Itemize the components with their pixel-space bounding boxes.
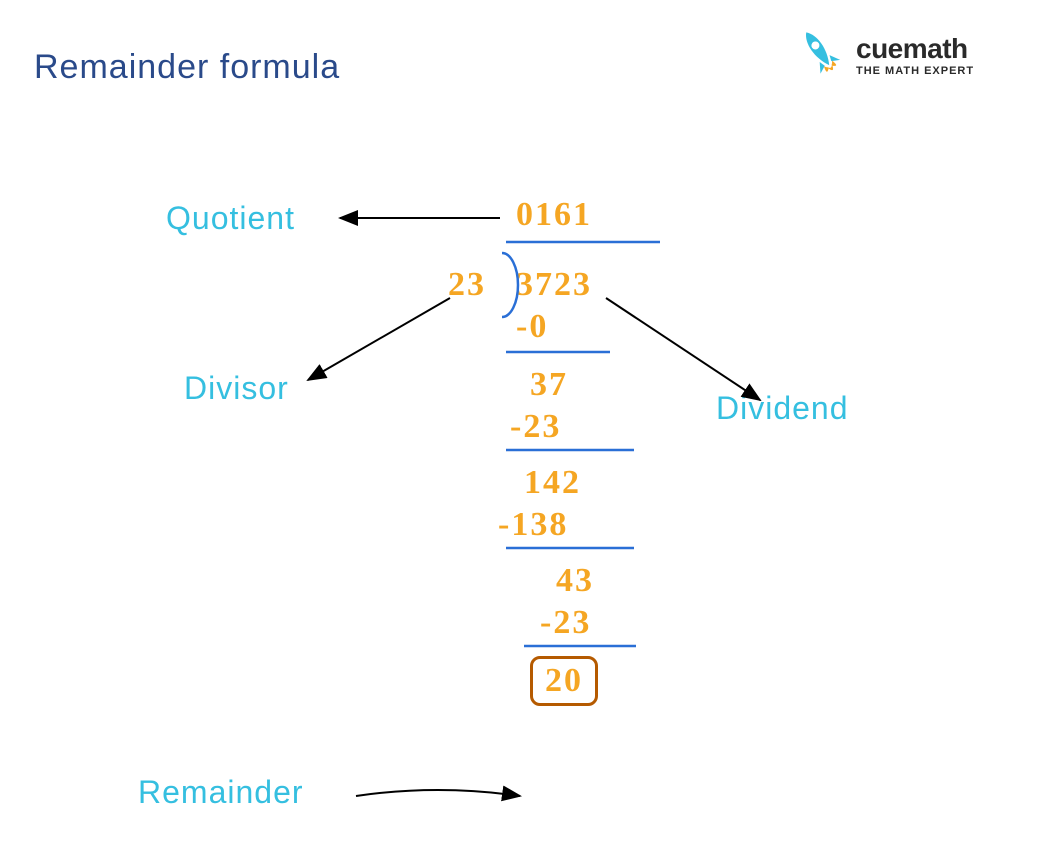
brand-name: cuemath: [856, 33, 974, 65]
label-quotient: Quotient: [166, 200, 295, 237]
page-title: Remainder formula: [34, 48, 340, 87]
dividend-value: 3723: [516, 266, 592, 304]
step-minus-1: -23: [510, 408, 561, 446]
brand-logo: cuemath THE MATH EXPERT: [792, 24, 974, 85]
label-divisor: Divisor: [184, 370, 289, 407]
divisor-value: 23: [448, 266, 486, 304]
label-remainder: Remainder: [138, 774, 304, 811]
remainder-box: 20: [530, 656, 598, 706]
rocket-icon: [792, 24, 848, 85]
step-carry-1: 142: [524, 464, 581, 502]
step-minus-0: -0: [516, 308, 548, 346]
step-carry-2: 43: [556, 562, 594, 600]
brand-tagline: THE MATH EXPERT: [856, 65, 974, 77]
label-dividend: Dividend: [716, 390, 849, 427]
step-carry-0: 37: [530, 366, 568, 404]
step-minus-3: -23: [540, 604, 591, 642]
remainder-value: 20: [545, 662, 583, 700]
quotient-value: 0161: [516, 196, 592, 234]
step-minus-2: -138: [498, 506, 568, 544]
